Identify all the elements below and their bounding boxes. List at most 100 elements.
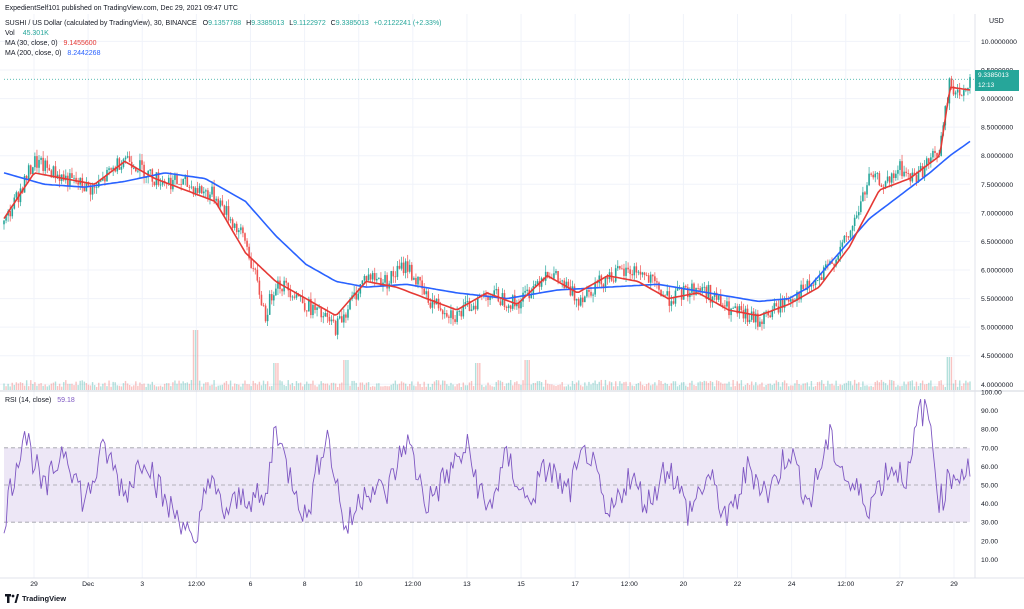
volume-bar bbox=[919, 383, 922, 390]
candle-body bbox=[205, 190, 207, 192]
volume-bar bbox=[602, 386, 605, 390]
volume-bar bbox=[334, 383, 337, 390]
volume-bar bbox=[722, 383, 724, 390]
candle-body bbox=[139, 160, 141, 171]
volume-bar bbox=[600, 379, 603, 390]
candle-body bbox=[654, 276, 656, 282]
volume-bar bbox=[905, 384, 907, 390]
candle-body bbox=[870, 173, 872, 175]
candle-body bbox=[443, 313, 446, 315]
candle-body bbox=[588, 289, 590, 292]
volume-bar bbox=[738, 383, 741, 390]
volume-bar bbox=[139, 382, 141, 390]
candle-body bbox=[194, 188, 197, 195]
candle-body bbox=[771, 309, 774, 318]
volume-bar bbox=[357, 386, 359, 390]
volume-bar bbox=[407, 386, 409, 390]
volume-bar bbox=[345, 360, 347, 390]
volume-bar bbox=[748, 384, 751, 390]
volume-bar bbox=[316, 386, 318, 390]
candle-body bbox=[423, 288, 425, 295]
candle-body bbox=[584, 296, 586, 303]
volume-bar bbox=[219, 385, 221, 390]
volume-bar bbox=[625, 381, 627, 390]
candle-body bbox=[713, 292, 716, 297]
volume-bar bbox=[464, 385, 467, 390]
volume-bar bbox=[645, 384, 648, 390]
volume-bar bbox=[176, 383, 178, 390]
candle-body bbox=[174, 175, 176, 180]
candle-body bbox=[268, 294, 271, 315]
candle-body bbox=[779, 299, 782, 313]
candle-body bbox=[81, 177, 84, 188]
volume-bar bbox=[802, 383, 804, 390]
volume-bar bbox=[831, 383, 833, 390]
candle-body bbox=[845, 235, 848, 237]
candle-body bbox=[415, 277, 417, 285]
candle-body bbox=[448, 316, 450, 318]
candle-body bbox=[565, 281, 568, 289]
candle-body bbox=[785, 299, 788, 301]
volume-bar bbox=[479, 363, 481, 390]
close-value: 9.3385013 bbox=[335, 20, 369, 27]
ma30-legend[interactable]: MA (30, close, 0) 9.1455600 bbox=[5, 40, 97, 47]
price-tick-label: 10.0000000 bbox=[981, 39, 1017, 46]
ma200-legend[interactable]: MA (200, close, 0) 8.2442268 bbox=[5, 50, 100, 57]
candle-body bbox=[231, 219, 234, 228]
candle-body bbox=[40, 157, 42, 160]
candle-body bbox=[742, 310, 745, 319]
candle-body bbox=[429, 302, 432, 308]
volume-bar bbox=[835, 380, 837, 390]
candle-body bbox=[369, 274, 372, 280]
volume-bar bbox=[794, 383, 796, 390]
candle-body bbox=[235, 223, 238, 233]
candle-body bbox=[851, 225, 854, 231]
candle-body bbox=[843, 235, 846, 243]
candle-body bbox=[907, 173, 910, 174]
candle-body bbox=[516, 303, 518, 307]
candle-body bbox=[29, 165, 32, 175]
volume-bar bbox=[110, 386, 112, 390]
volume-bar bbox=[118, 385, 121, 390]
candle-body bbox=[281, 289, 283, 292]
volume-bar bbox=[250, 386, 252, 390]
candle-body bbox=[167, 177, 170, 185]
volume-bar bbox=[339, 383, 341, 390]
candle-body bbox=[439, 308, 442, 311]
candle-body bbox=[787, 299, 790, 302]
volume-bar bbox=[849, 381, 852, 390]
candle-body bbox=[258, 280, 261, 295]
volume-bar bbox=[853, 379, 856, 390]
candle-body bbox=[198, 186, 201, 193]
candle-body bbox=[357, 293, 360, 300]
time-tick-label: 8 bbox=[303, 581, 307, 588]
candle-body bbox=[499, 301, 502, 305]
volume-bar bbox=[915, 381, 918, 390]
candle-body bbox=[421, 280, 423, 289]
volume-legend[interactable]: Vol 45.301K bbox=[5, 30, 49, 37]
volume-bar bbox=[845, 382, 848, 390]
candle-body bbox=[472, 305, 475, 310]
volume-bar bbox=[277, 363, 279, 390]
candle-body bbox=[509, 305, 512, 309]
volume-bar bbox=[390, 384, 392, 390]
candle-body bbox=[868, 173, 870, 186]
candle-body bbox=[110, 168, 112, 170]
tradingview-logo[interactable]: TradingView bbox=[5, 594, 66, 603]
volume-bar bbox=[205, 382, 207, 390]
candle-body bbox=[476, 297, 479, 310]
ma200-value: 8.2442268 bbox=[67, 50, 101, 57]
rsi-legend[interactable]: RSI (14, close) 59.18 bbox=[5, 397, 75, 404]
candle-body bbox=[575, 299, 578, 301]
volume-bar bbox=[561, 382, 563, 390]
volume-bar bbox=[229, 380, 232, 390]
volume-bar bbox=[610, 382, 613, 390]
volume-bar bbox=[190, 379, 193, 390]
volume-bar bbox=[911, 380, 914, 390]
candle-body bbox=[132, 168, 135, 169]
candle-body bbox=[52, 166, 55, 178]
candle-body bbox=[419, 276, 421, 281]
candle-body bbox=[464, 302, 467, 305]
candle-body bbox=[219, 200, 222, 207]
